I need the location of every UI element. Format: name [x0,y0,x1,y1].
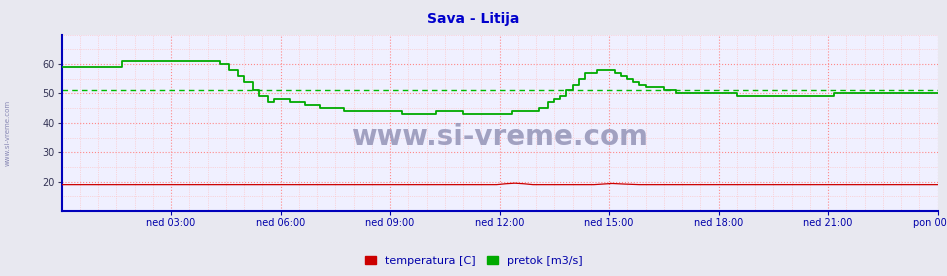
Text: Sava - Litija: Sava - Litija [427,12,520,26]
Text: www.si-vreme.com: www.si-vreme.com [5,99,10,166]
Legend: temperatura [C], pretok [m3/s]: temperatura [C], pretok [m3/s] [361,251,586,270]
Text: www.si-vreme.com: www.si-vreme.com [351,123,648,151]
